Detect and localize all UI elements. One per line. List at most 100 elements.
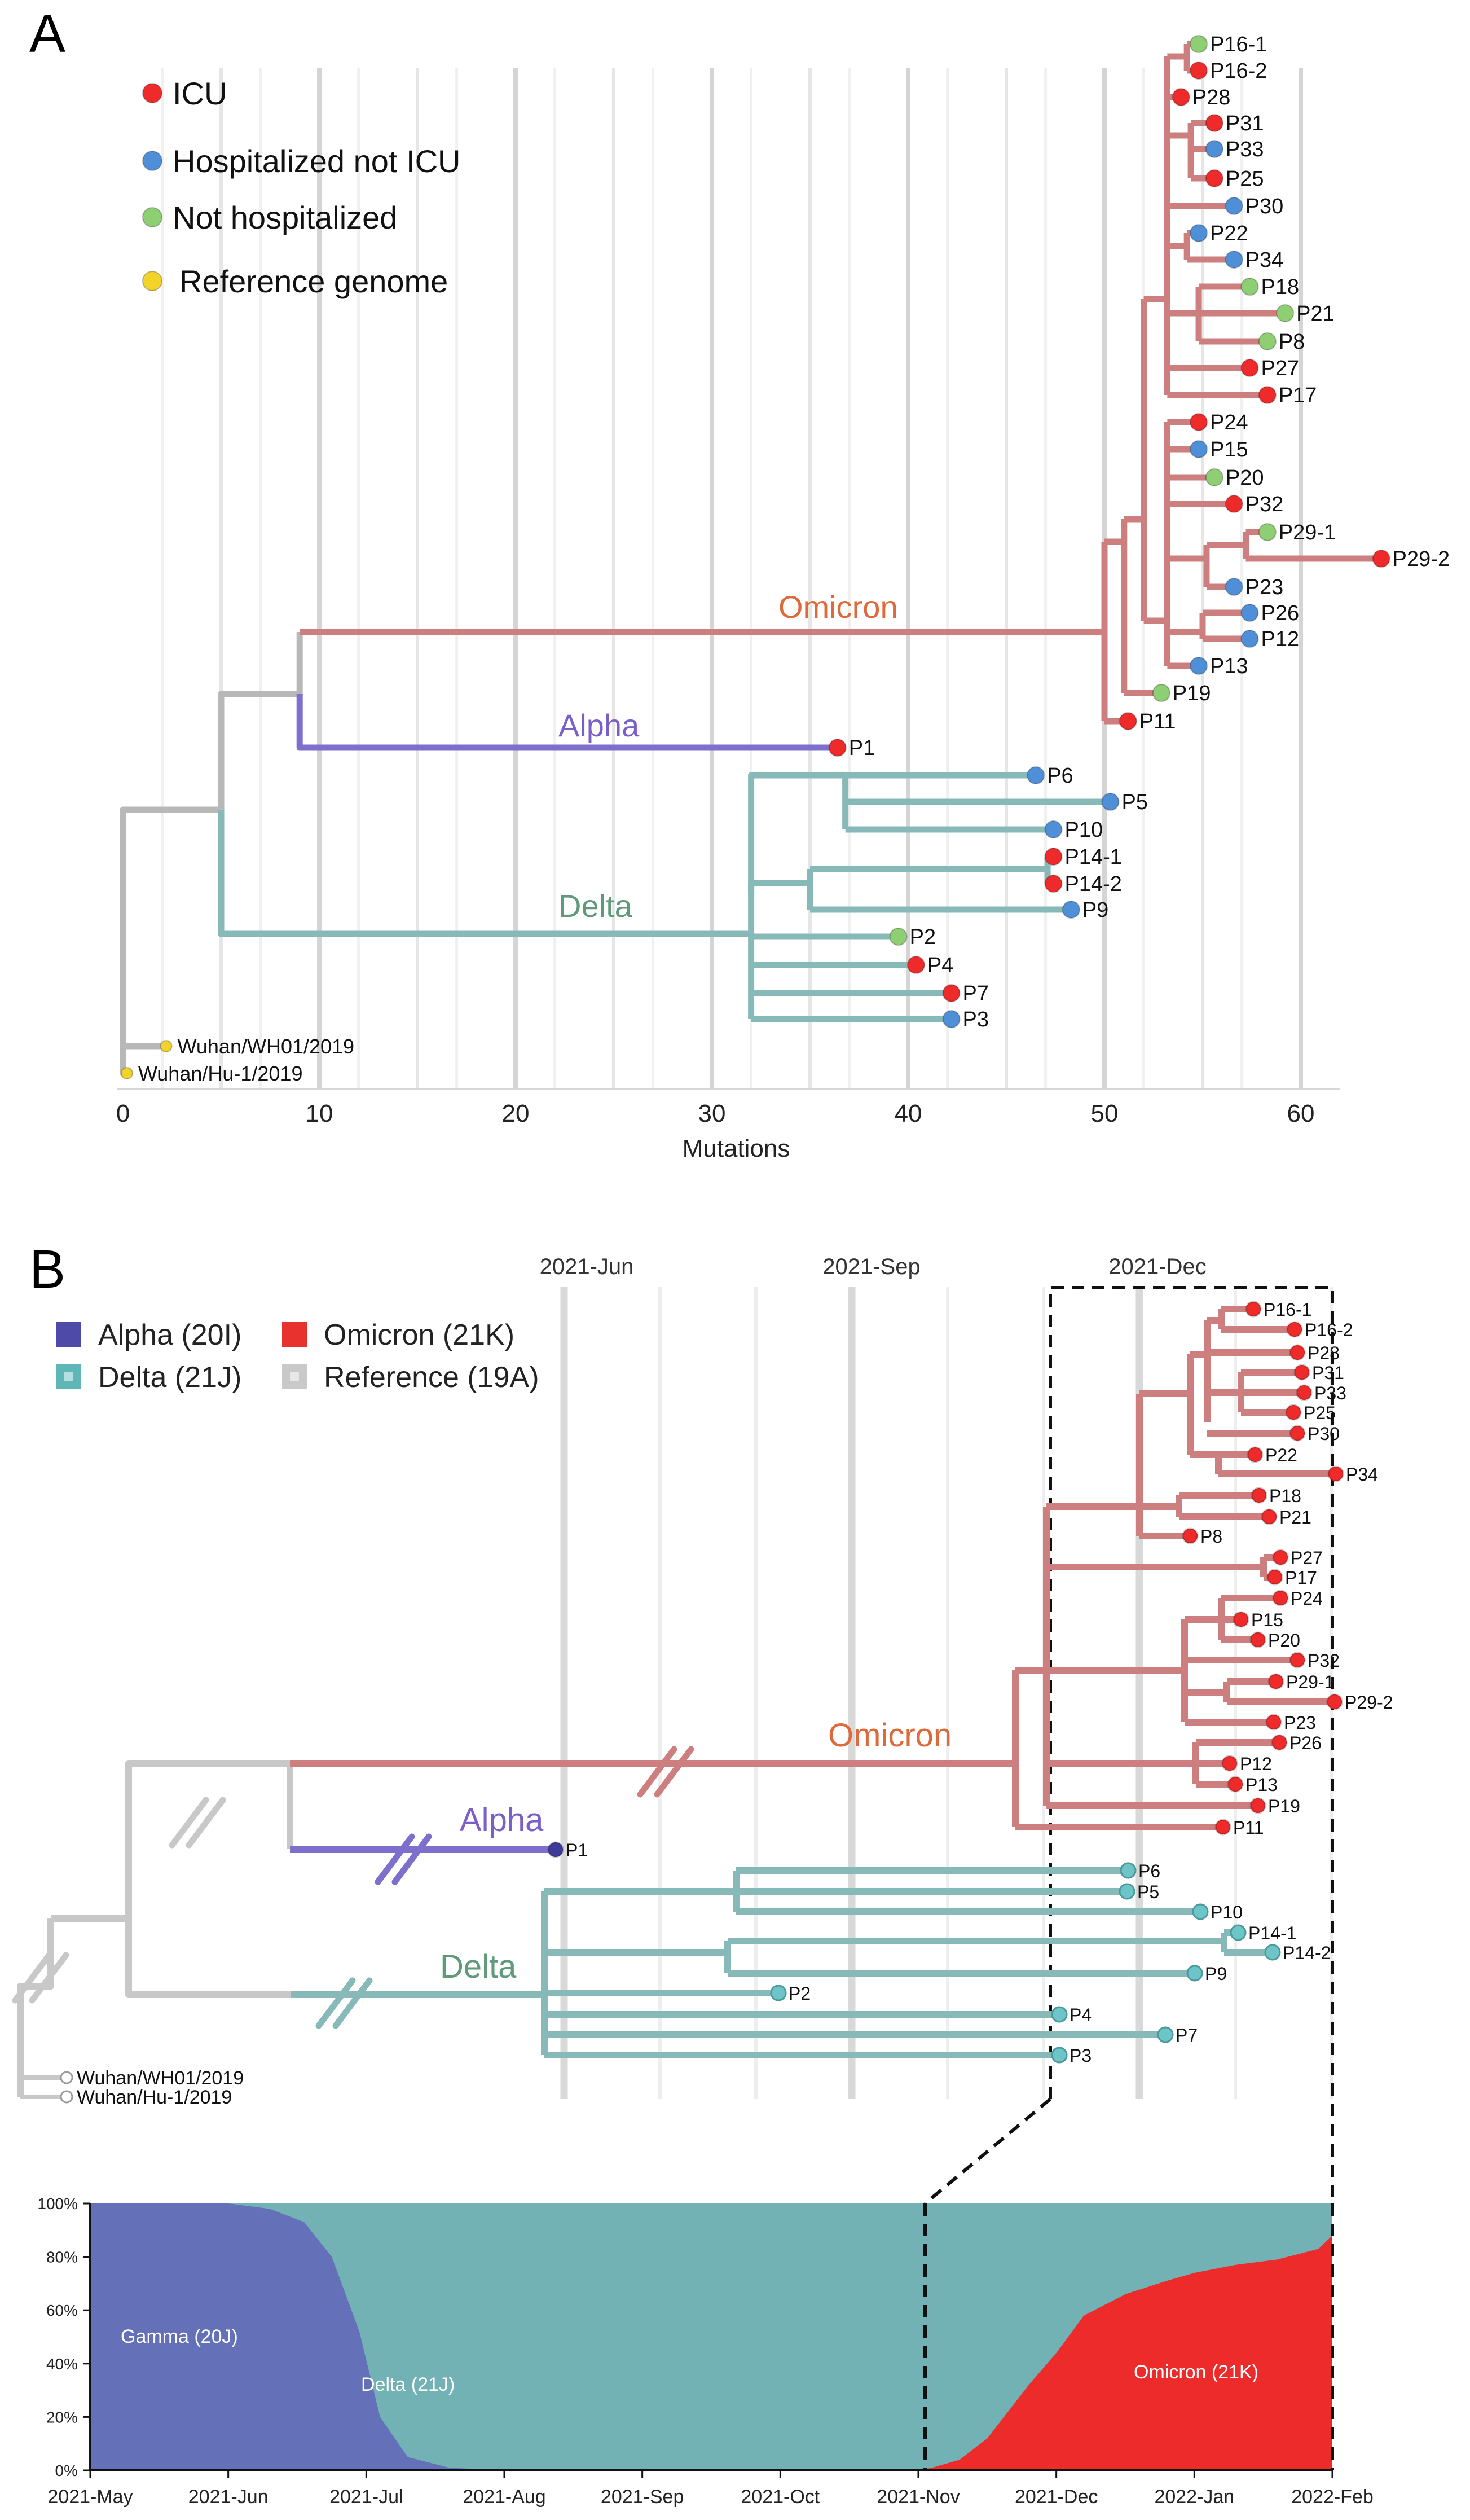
b-tip-label-wuhan-hu-1-2019: Wuhan/Hu-1/2019: [77, 2087, 232, 2108]
b-tip-label-p29-2: P29-2: [1345, 1692, 1393, 1713]
break-b-2: [654, 1746, 694, 1798]
x-tick-1: 2021-Jun: [188, 2486, 269, 2508]
x-tick-6: 2021-Nov: [877, 2486, 960, 2508]
legend-label-hospitalized-not-icu: Hospitalized not ICU: [173, 143, 460, 179]
b-tip-p14-2: [1264, 1944, 1281, 1961]
legend-dot-reference-genome: [142, 271, 162, 291]
y-tick-5: 100%: [37, 2195, 78, 2212]
tip-label-p9: P9: [1082, 898, 1108, 922]
tip-p16-2: [1190, 62, 1208, 80]
b-tip-label-p14-2: P14-2: [1283, 1943, 1331, 1963]
b-legend-swatch-inner-reference-19a: [290, 1372, 299, 1381]
tip-label-p23: P23: [1245, 576, 1284, 599]
tip-p24: [1190, 413, 1208, 431]
b-legend-label-omicron-21k: Omicron (21K): [324, 1319, 514, 1351]
tip-p32: [1225, 495, 1243, 513]
area-chart-zoom-guides: [923, 2203, 1334, 2470]
b-tip-p15: [1233, 1611, 1249, 1628]
area-omicron: [90, 2235, 1332, 2470]
b-tip-label-p24: P24: [1291, 1588, 1323, 1609]
tip-p5: [1101, 793, 1120, 811]
b-legend-label-delta-21j: Delta (21J): [98, 1361, 241, 1394]
b-tip-label-p17: P17: [1285, 1568, 1317, 1588]
b-tip-label-p33: P33: [1314, 1383, 1346, 1403]
b-legend-swatch-omicron-21k: [282, 1322, 307, 1347]
zoom-box-left-diagonal: [924, 2097, 1051, 2205]
tip-p12: [1240, 630, 1259, 648]
tip-label-p7: P7: [963, 982, 989, 1006]
b-tip-label-p32: P32: [1308, 1650, 1340, 1671]
b-tip-p32: [1289, 1652, 1306, 1669]
tip-label-p16-2: P16-2: [1210, 59, 1267, 83]
b-legend-swatch-inner-delta-21j: [64, 1372, 73, 1381]
b-tip-p3: [1051, 2047, 1068, 2064]
area-chart-series: [90, 2203, 1332, 2470]
b-tip-label-p22: P22: [1265, 1445, 1297, 1465]
tip-label-p6: P6: [1047, 764, 1073, 788]
b-tip-label-p3: P3: [1070, 2045, 1092, 2066]
b-tip-wuhan-wh01-2019: [60, 2071, 73, 2084]
panel-b-date-dec: 2021-Dec: [1108, 1254, 1206, 1279]
tip-label-p1: P1: [849, 736, 875, 760]
tip-p27: [1240, 359, 1259, 377]
tip-p11: [1119, 712, 1137, 730]
b-tip-p33: [1296, 1384, 1313, 1401]
b-tip-p18: [1251, 1487, 1267, 1504]
tip-p25: [1205, 169, 1223, 187]
tip-label-p13: P13: [1210, 655, 1248, 678]
tip-p3: [942, 1010, 961, 1028]
panel-b-date-jun: 2021-Jun: [540, 1254, 634, 1279]
b-tip-p31: [1293, 1364, 1310, 1381]
break-b-0: [29, 1952, 69, 2004]
b-legend-swatch-alpha-20i: [56, 1322, 81, 1347]
b-tip-p19: [1249, 1797, 1266, 1814]
area-label-gamma: Gamma (20J): [121, 2326, 238, 2347]
x-tick-5: 2021-Oct: [741, 2486, 820, 2508]
x-tick-2: 2021-Jul: [329, 2486, 403, 2508]
panel-a-label: A: [29, 3, 65, 64]
b-tip-p20: [1249, 1631, 1266, 1648]
tip-label-p11: P11: [1139, 710, 1176, 734]
b-tip-label-p31: P31: [1312, 1363, 1344, 1383]
panel-b-alpha-label: Alpha: [460, 1802, 544, 1838]
b-tip-label-p29-1: P29-1: [1286, 1672, 1334, 1692]
ref-branch-0: [120, 632, 303, 1061]
b-tip-p2: [770, 1985, 787, 2001]
tip-label-p21: P21: [1296, 302, 1335, 326]
branch-P5: [842, 798, 1111, 805]
b-tip-label-p28: P28: [1308, 1343, 1340, 1363]
x-tick-40: 40: [895, 1100, 922, 1127]
b-tip-p8: [1182, 1527, 1199, 1544]
tip-label-p28: P28: [1192, 86, 1231, 109]
b-ref-stem-delta: [125, 1918, 291, 1998]
tip-label-p34: P34: [1245, 248, 1284, 272]
x-tick-7: 2021-Dec: [1015, 2486, 1098, 2508]
b-tip-p9: [1186, 1965, 1203, 1982]
b-tip-p25: [1285, 1404, 1302, 1421]
panel-b-date-sep: 2021-Sep: [822, 1254, 920, 1279]
b-tip-p24: [1272, 1590, 1289, 1606]
b-ref-root: [17, 1918, 54, 2097]
break-a-1: [169, 1797, 209, 1849]
panel-b-branch-breaks: [12, 1746, 694, 2029]
b-tip-label-p26: P26: [1289, 1733, 1322, 1753]
tip-p4: [906, 956, 925, 974]
delta-sub2: [748, 880, 810, 894]
tip-label-p3: P3: [963, 1008, 989, 1031]
tip-label-p24: P24: [1210, 411, 1248, 434]
panel-a-omicron-label: Omicron: [778, 589, 898, 625]
tip-label-p18: P18: [1261, 275, 1300, 299]
delta-sub1: [748, 772, 846, 796]
b-tip-label-p7: P7: [1176, 2025, 1198, 2045]
tip-p13: [1190, 657, 1208, 675]
b-tip-p16-1: [1245, 1301, 1262, 1318]
y-tick-1: 20%: [46, 2408, 78, 2426]
tip-p22: [1190, 224, 1208, 242]
b-tip-p30: [1289, 1425, 1306, 1442]
b-legend-label-alpha-20i: Alpha (20I): [98, 1319, 241, 1351]
ref-branch-2: [120, 1043, 166, 1061]
b-tip-label-p16-1: P16-1: [1264, 1299, 1311, 1320]
b-tip-p16-2: [1286, 1321, 1303, 1338]
b-tip-p12: [1221, 1755, 1238, 1772]
panel-a-tips: P16-1 P16-2 P28 P31 P33 P25 P30 P22 P34 P18 P21 P8 P…: [120, 33, 1450, 1085]
